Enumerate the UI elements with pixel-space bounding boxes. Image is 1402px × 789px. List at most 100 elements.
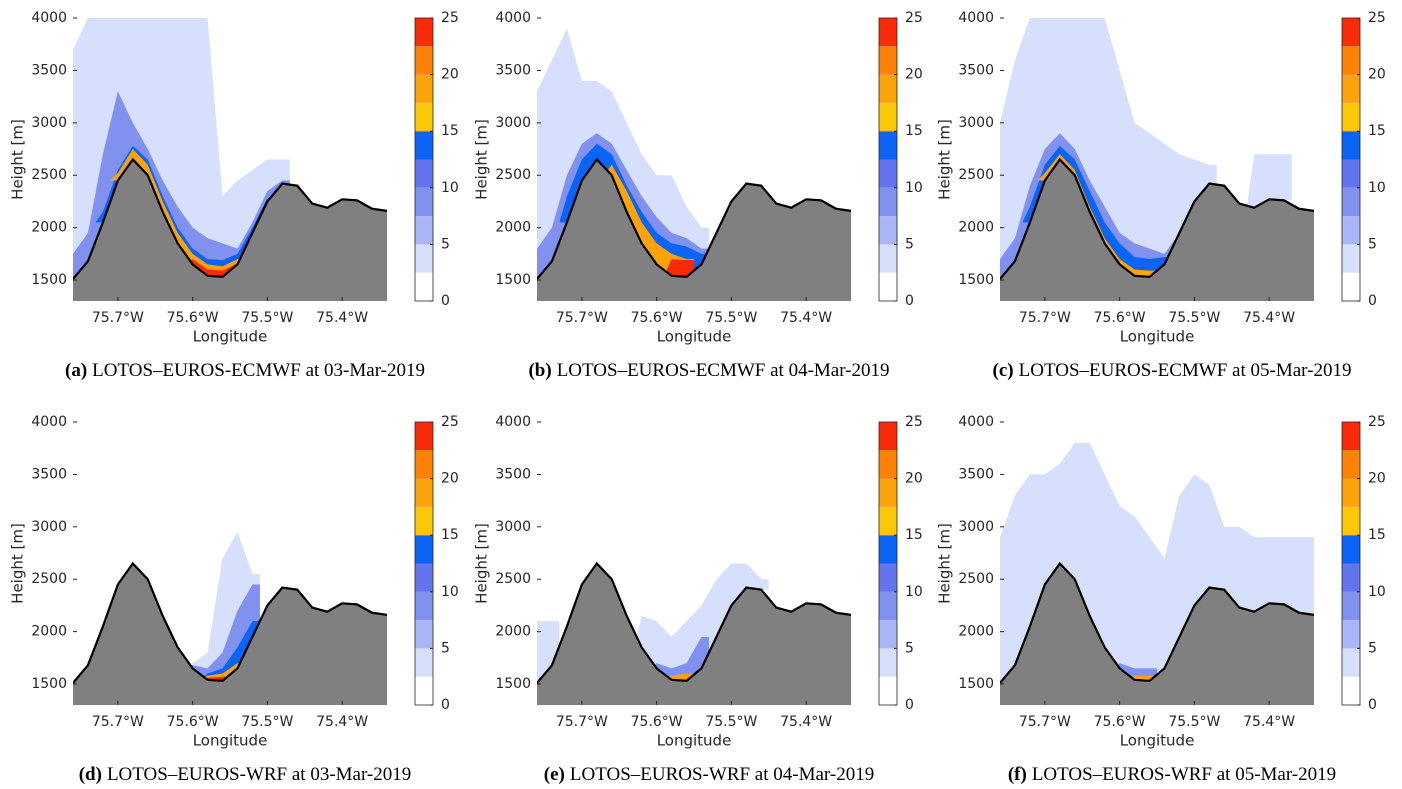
colorbar-tick-label: 5 [1368,640,1377,656]
colorbar-segment [879,102,897,132]
caption-label: (a) [65,360,87,381]
colorbar-tick-label: 25 [1368,10,1386,26]
caption-text: LOTOS–EUROS-WRF at 04-Mar-2019 [570,764,874,785]
colorbar-segment [415,187,433,217]
x-axis-label: Longitude [657,328,732,346]
caption: (f) LOTOS–EUROS-WRF at 05-Mar-2019 [1008,764,1336,785]
colorbar-segment [879,676,897,705]
panel: 1500 2000 2500 3000 3500 4000 75.7°W 75.6°W 75.5… [9,10,459,381]
colorbar-tick-label: 5 [441,640,450,656]
colorbar-segment [879,478,897,507]
terrain-line [537,561,851,684]
colorbar-tick-label: 0 [441,293,450,309]
y-tick-label: 4000 [495,414,531,430]
colorbar-frame [414,421,434,706]
terrain-line [537,157,851,280]
y-tick-label: 3000 [958,115,994,131]
y-tick-label: 2000 [495,220,531,236]
caption: (e) LOTOS–EUROS-WRF at 04-Mar-2019 [544,764,874,785]
caption: (a) LOTOS–EUROS-ECMWF at 03-Mar-2019 [65,360,425,381]
x-tick-label: 75.4°W [780,310,832,326]
x-tick-label: 75.4°W [1243,714,1295,730]
terrain-area [73,159,387,301]
colorbar-segment [879,187,897,217]
plot-area [1000,442,1314,705]
y-tick-label: 2500 [31,571,67,587]
colorbar-tick-label: 15 [441,527,459,543]
y-tick-label: 3500 [958,62,994,78]
terrain-area [73,563,387,705]
caption-label: (c) [993,360,1014,381]
colorbar-tick-label: 5 [905,640,914,656]
concentration-band [1000,18,1217,279]
colorbar-segment [415,159,433,188]
colorbar-tick-label: 15 [441,123,459,139]
colorbar-segment [879,74,897,103]
colorbar-segment [879,18,897,47]
y-tick-label: 4000 [31,10,67,26]
colorbar-tick-label: 20 [441,471,459,487]
caption-text: LOTOS–EUROS-ECMWF at 04-Mar-2019 [557,360,890,381]
colorbar-tick-label: 10 [441,584,459,600]
colorbar-tick-label: 20 [905,471,923,487]
colorbar-segment [1342,648,1360,677]
x-tick-label: 75.7°W [1019,310,1071,326]
panel: 1500 2000 2500 3000 3500 4000 75.7°W 75.6°W 75.5… [936,414,1386,785]
panel: 1500 2000 2500 3000 3500 4000 75.7°W 75.6°W 75.5… [9,414,459,785]
colorbar-segment [1342,102,1360,132]
y-axis-label: Height [m] [9,119,27,200]
colorbar-tick-label: 25 [905,414,923,430]
concentration-band [110,149,245,277]
colorbar-segment [415,620,433,649]
y-tick-label: 4000 [495,10,531,26]
colorbar-segment [1342,244,1360,273]
x-tick-label: 75.5°W [1168,714,1220,730]
caption-text: LOTOS–EUROS-ECMWF at 05-Mar-2019 [1019,360,1352,381]
colorbar-segment [415,676,433,705]
colorbar-segment [1342,272,1360,301]
y-tick-label: 2000 [31,624,67,640]
concentration-band [1246,154,1292,208]
colorbar-segment [879,131,897,160]
y-tick-label: 2000 [958,220,994,236]
colorbar-segment [415,535,433,564]
colorbar-tick-label: 5 [441,236,450,252]
x-tick-label: 75.5°W [705,714,757,730]
plot-area [73,18,387,301]
x-tick-label: 75.6°W [167,714,219,730]
y-tick-label: 3500 [958,466,994,482]
y-tick-label: 2500 [958,167,994,183]
plot-area [1000,18,1314,301]
colorbar-segment [1342,535,1360,564]
y-tick-label: 2000 [958,624,994,640]
x-tick-label: 75.4°W [316,310,368,326]
colorbar-tick-label: 0 [441,697,450,713]
plot-area [73,532,387,705]
colorbar-tick-label: 0 [1368,293,1377,309]
concentration-band [73,91,290,279]
colorbar-tick-label: 25 [441,10,459,26]
x-axis-label: Longitude [193,732,268,750]
x-tick-label: 75.5°W [241,310,293,326]
colorbar-segment [415,648,433,677]
terrain-line [1000,157,1314,280]
colorbar-segment [879,244,897,273]
colorbar-segment [1342,159,1360,188]
y-tick-label: 4000 [31,414,67,430]
colorbar-segment [879,535,897,564]
colorbar-segment [415,450,433,479]
x-tick-label: 75.6°W [1094,310,1146,326]
colorbar-segment [1342,74,1360,103]
colorbar-segment [415,74,433,103]
colorbar-segment [415,102,433,132]
concentration-band [200,663,245,681]
colorbar-tick-label: 0 [905,697,914,713]
concentration-band [537,621,560,683]
colorbar-segment [879,506,897,536]
y-tick-label: 4000 [958,10,994,26]
y-axis-label: Height [m] [473,119,491,200]
terrain-area [537,159,851,301]
colorbar-segment [415,506,433,536]
colorbar-tick-label: 15 [905,527,923,543]
